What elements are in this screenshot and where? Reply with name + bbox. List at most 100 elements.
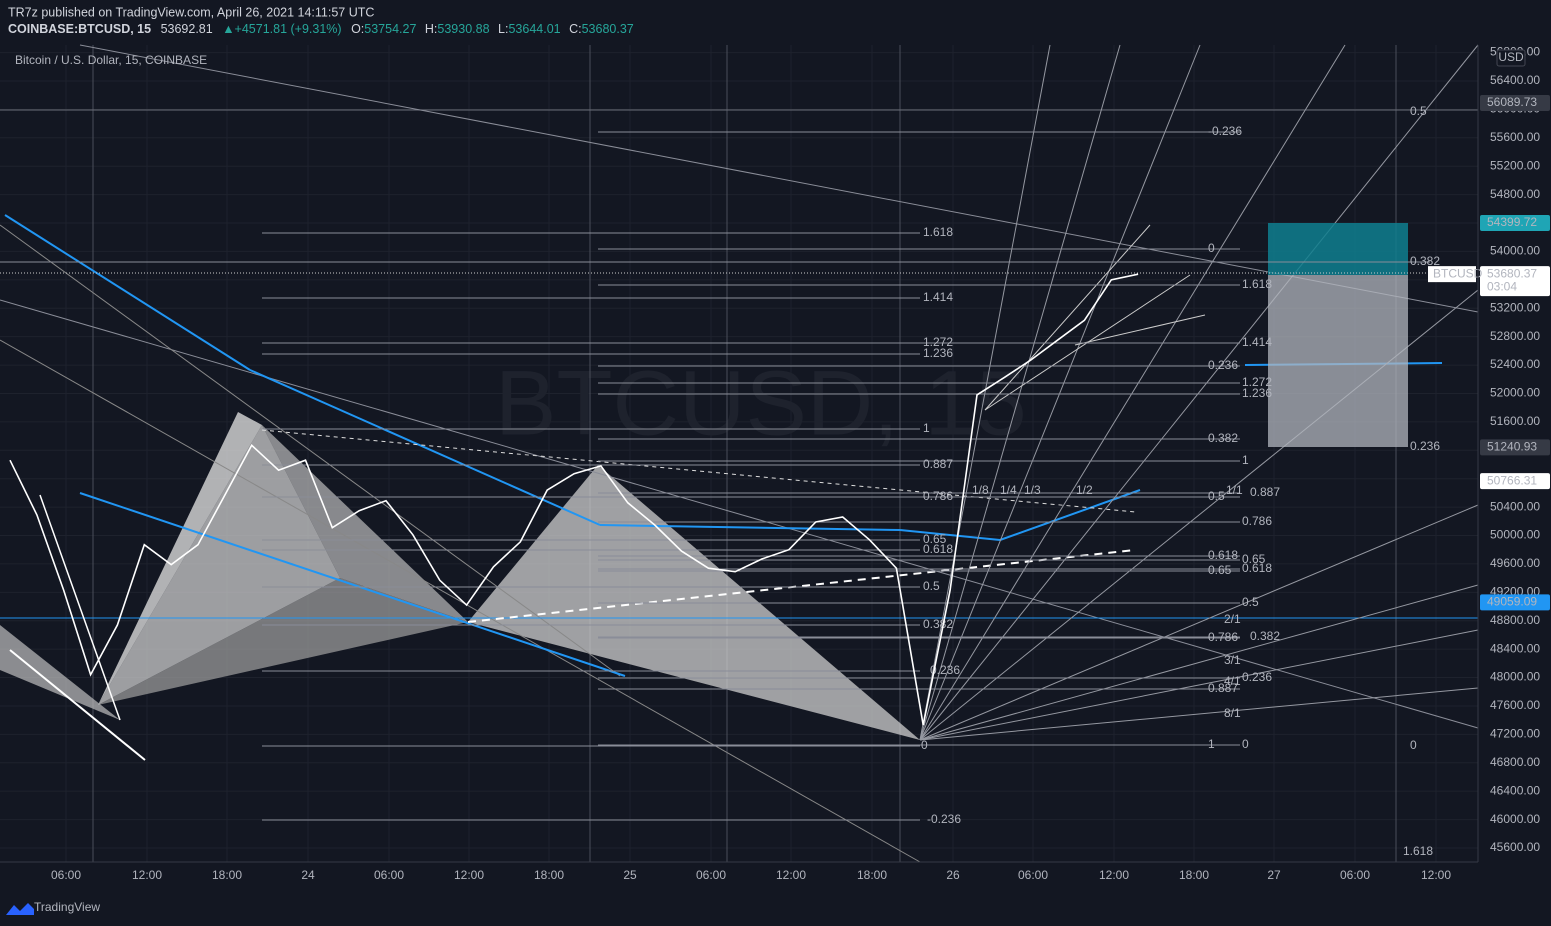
trend-line bbox=[919, 44, 1051, 741]
logo-icon bbox=[6, 903, 34, 915]
published-line: TR7z published on TradingView.com, April… bbox=[8, 5, 374, 19]
fib-level-label: 1.272 bbox=[923, 335, 953, 349]
price-tick-label: 47200.00 bbox=[1490, 727, 1540, 741]
fib-level-label: 0.65 bbox=[1208, 563, 1232, 577]
time-tick-label: 12:00 bbox=[776, 868, 806, 882]
price-tick-label: 55200.00 bbox=[1490, 158, 1540, 172]
time-tick-label: 06:00 bbox=[696, 868, 726, 882]
trend-line bbox=[919, 629, 1479, 741]
fib-level-label: 0.5 bbox=[1410, 104, 1427, 118]
fib-level-label: 0.236 bbox=[1410, 439, 1440, 453]
change: ▲+4571.81 (+9.31%) bbox=[222, 22, 341, 36]
price-tick-label: 52000.00 bbox=[1490, 386, 1540, 400]
pattern-triangle bbox=[262, 425, 468, 622]
fib-level-label: 1 bbox=[923, 421, 930, 435]
price-badge-label: 50766.31 bbox=[1487, 473, 1537, 487]
fib-level-label: 0.382 bbox=[923, 617, 953, 631]
open-label: O: bbox=[351, 22, 364, 36]
currency: USD bbox=[1498, 50, 1524, 64]
fib-level-label: 0.382 bbox=[1250, 629, 1280, 643]
fib-level-label: 0.887 bbox=[1250, 485, 1280, 499]
fib-level-label: 0.618 bbox=[1208, 548, 1238, 562]
pattern-triangle bbox=[98, 425, 340, 705]
price-tick-label: 55600.00 bbox=[1490, 130, 1540, 144]
price-badge-label: 49059.09 bbox=[1487, 595, 1537, 609]
gann-label: 8/1 bbox=[1224, 706, 1241, 720]
fib-level-label: 1 bbox=[1242, 453, 1249, 467]
fib-level-label: 0.887 bbox=[923, 457, 953, 471]
trend-line bbox=[599, 524, 901, 531]
fib-level-label: 1.618 bbox=[1403, 844, 1433, 858]
gann-label: 1/1 bbox=[1226, 483, 1243, 497]
trend-line bbox=[919, 44, 1479, 741]
price-badge-label: 56089.73 bbox=[1487, 95, 1537, 109]
price-tick-label: 48800.00 bbox=[1490, 613, 1540, 627]
fib-level-label: 0 bbox=[1208, 241, 1215, 255]
fib-level-label: 1.236 bbox=[1242, 386, 1272, 400]
low: 53644.01 bbox=[508, 22, 560, 36]
symbol-badge bbox=[1428, 266, 1476, 283]
fib-level-label: 1.618 bbox=[923, 225, 953, 239]
price-tick-label: 49600.00 bbox=[1490, 556, 1540, 570]
open: 53754.27 bbox=[364, 22, 416, 36]
time-tick-label: 06:00 bbox=[374, 868, 404, 882]
price-badge bbox=[1480, 473, 1550, 490]
fib-level-label: 1.618 bbox=[1242, 277, 1272, 291]
pattern-triangle bbox=[0, 625, 120, 720]
fib-level-label: 0.5 bbox=[1208, 489, 1225, 503]
gann-label: 1/8 bbox=[972, 483, 989, 497]
trend-line bbox=[39, 494, 121, 721]
trend-line bbox=[999, 489, 1141, 541]
fib-level-label: 0.236 bbox=[930, 663, 960, 677]
fib-level-label: 1.272 bbox=[1242, 375, 1272, 389]
fib-level-label: 0.786 bbox=[1242, 514, 1272, 528]
target-zone bbox=[1268, 223, 1408, 275]
fib-level-label: 0 bbox=[921, 738, 928, 752]
fib-level-label: 0 bbox=[1410, 738, 1417, 752]
time-tick-label: 12:00 bbox=[1421, 868, 1451, 882]
price-tick-label: 45600.00 bbox=[1490, 840, 1540, 854]
trend-line bbox=[919, 584, 1479, 741]
trend-line bbox=[919, 44, 1346, 741]
chart-layer: 56800.0056400.0056000.0055600.0055200.00… bbox=[9, 45, 1550, 882]
trend-line bbox=[919, 504, 1479, 741]
time-tick-label: 26 bbox=[946, 868, 960, 882]
logo: TradingView bbox=[6, 900, 100, 915]
close: 53680.37 bbox=[582, 22, 634, 36]
price-tick-label: 50000.00 bbox=[1490, 528, 1540, 542]
time-tick-label: 18:00 bbox=[534, 868, 564, 882]
fib-level-label: 0.5 bbox=[923, 579, 940, 593]
price-tick-label: 47600.00 bbox=[1490, 698, 1540, 712]
fib-level-label: 1.414 bbox=[923, 290, 953, 304]
trend-line bbox=[0, 224, 621, 677]
price-tick-label: 48400.00 bbox=[1490, 641, 1540, 655]
fib-level-label: 0.65 bbox=[923, 532, 947, 546]
price-tick-label: 52800.00 bbox=[1490, 329, 1540, 343]
logo-text: TradingView bbox=[34, 900, 100, 914]
fib-level-label: 0.236 bbox=[1208, 358, 1238, 372]
trend-line bbox=[919, 44, 1121, 741]
time-tick-label: 12:00 bbox=[132, 868, 162, 882]
fib-level-label: 0.382 bbox=[1410, 254, 1440, 268]
watermark: BTCUSD, 15 bbox=[495, 352, 1027, 454]
series-legend: Bitcoin / U.S. Dollar, 15, COINBASE bbox=[15, 53, 207, 67]
price-tick-label: 46400.00 bbox=[1490, 783, 1540, 797]
fib-level-label: 0.236 bbox=[1242, 670, 1272, 684]
gann-label: 2/1 bbox=[1224, 612, 1241, 626]
time-tick-label: 18:00 bbox=[212, 868, 242, 882]
fib-level-label: 0.887 bbox=[1208, 681, 1238, 695]
time-tick-label: 24 bbox=[301, 868, 315, 882]
currency-box[interactable] bbox=[1496, 49, 1526, 67]
fib-level-label: 1.414 bbox=[1242, 335, 1272, 349]
price-badge bbox=[1480, 594, 1550, 611]
price-badge bbox=[1480, 95, 1550, 112]
high-label: H: bbox=[425, 22, 438, 36]
gann-label: 3/1 bbox=[1224, 653, 1241, 667]
fib-level-label: 0.382 bbox=[1208, 431, 1238, 445]
price-line bbox=[9, 273, 1139, 726]
symbol-badge-label: BTCUSD bbox=[1433, 266, 1483, 280]
price-tick-label: 51600.00 bbox=[1490, 414, 1540, 428]
fib-level-label: 1 bbox=[1208, 737, 1215, 751]
countdown: 03:04 bbox=[1487, 279, 1517, 293]
